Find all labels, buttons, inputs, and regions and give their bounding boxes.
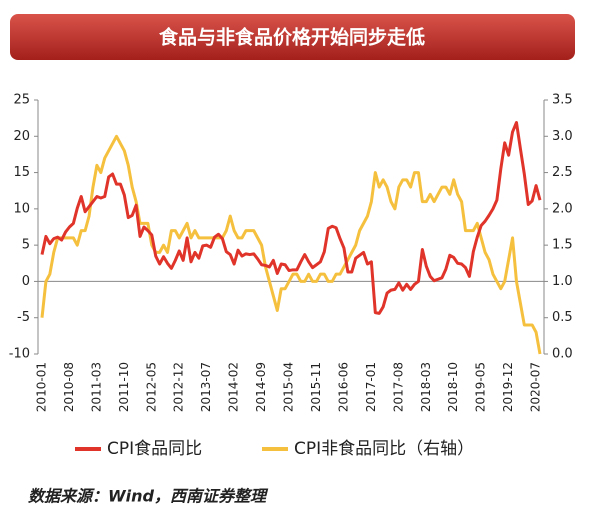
x-tick-label: 2019-05 <box>474 362 488 412</box>
x-tick-label: 2016-06 <box>336 362 350 412</box>
x-tick-label: 2014-09 <box>254 362 268 412</box>
legend-label: CPI非食品同比（右轴） <box>294 439 474 459</box>
y-tick-label: 5 <box>22 238 30 253</box>
y2-tick-label: 3.5 <box>552 93 573 108</box>
series-line <box>40 121 542 315</box>
y2-tick-label: 1.0 <box>552 274 573 289</box>
y-tick-label: -5 <box>17 310 30 325</box>
x-tick-label: 2017-01 <box>364 362 378 412</box>
x-tick-label: 2020-07 <box>529 362 543 412</box>
legend-label: CPI食品同比 <box>107 439 202 459</box>
y-tick-label: 20 <box>13 129 30 144</box>
x-tick-label: 2012-12 <box>172 362 186 412</box>
x-tick-label: 2010-01 <box>35 362 49 412</box>
x-tick-label: 2012-05 <box>144 362 158 412</box>
series-line <box>40 134 542 355</box>
x-tick-label: 2010-08 <box>62 362 76 412</box>
y2-tick-label: 0.0 <box>552 347 573 362</box>
y-tick-label: 10 <box>13 201 30 216</box>
y-tick-label: 25 <box>13 93 30 108</box>
y-tick-label: 0 <box>22 274 30 289</box>
title-banner <box>10 14 575 60</box>
x-tick-label: 2011-10 <box>117 362 131 412</box>
x-tick-label: 2011-03 <box>89 362 103 412</box>
y2-tick-label: 0.5 <box>552 310 573 325</box>
x-tick-label: 2014-02 <box>227 362 241 412</box>
y2-tick-label: 3.0 <box>552 129 573 144</box>
x-tick-label: 2015-11 <box>309 362 323 412</box>
y-tick-label: 15 <box>13 165 30 180</box>
y2-tick-label: 1.5 <box>552 238 573 253</box>
chart-title: 食品与非食品价格开始同步走低 <box>159 26 425 49</box>
source-note: 数据来源：Wind，西南证券整理 <box>28 487 269 506</box>
y-tick-label: -10 <box>9 347 30 362</box>
x-tick-label: 2017-08 <box>391 362 405 412</box>
x-tick-label: 2019-12 <box>501 362 515 412</box>
y2-tick-label: 2.0 <box>552 201 573 216</box>
x-tick-label: 2018-03 <box>419 362 433 412</box>
y2-tick-label: 2.5 <box>552 165 573 180</box>
x-tick-label: 2015-04 <box>282 362 296 412</box>
x-tick-label: 2018-10 <box>446 362 460 412</box>
x-tick-label: 2013-07 <box>199 362 213 412</box>
